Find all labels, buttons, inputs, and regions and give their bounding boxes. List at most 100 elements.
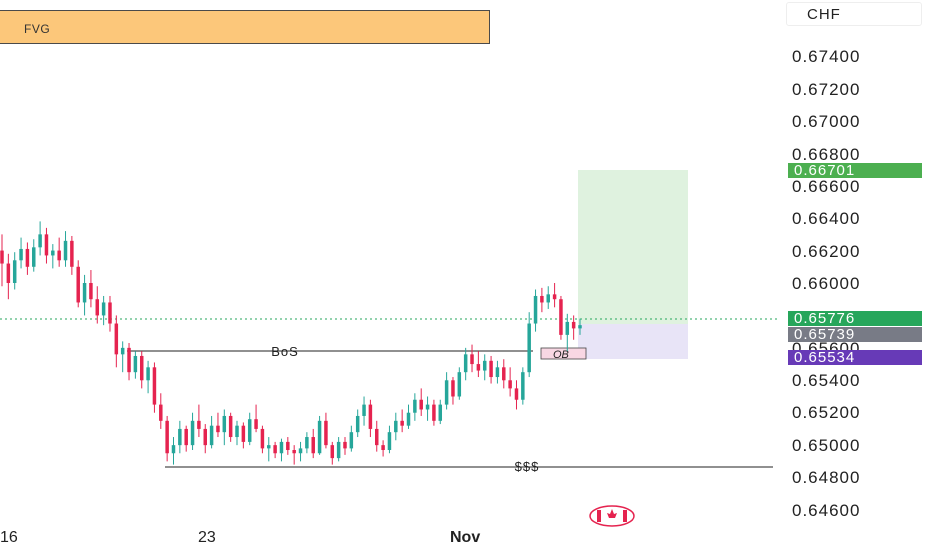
candle-body [51,250,55,256]
candle-body [305,437,309,449]
currency-label[interactable]: CHF [786,2,922,26]
order-block-label: OB [553,349,569,361]
candle-body [533,295,538,324]
candle-body [336,441,341,459]
candle-body [317,420,322,454]
candle-body [362,404,366,416]
price-tick: 0.67000 [792,112,861,131]
candle-body [298,448,303,454]
candle-body [216,425,220,433]
candle-body [146,367,150,381]
fvg-zone: FVG [0,10,490,44]
candle-body [457,372,462,397]
candle-body [463,354,468,373]
candle-body [476,364,481,371]
candle-body [368,404,373,429]
price-tick: 0.66600 [792,177,861,196]
candle-body [101,302,106,316]
candle-body [254,419,258,429]
candle-body [152,367,157,405]
candle-body [178,428,182,446]
candle-body [247,419,252,442]
candle-body [546,294,550,303]
candle-body [406,412,411,426]
candle-body [578,325,582,329]
price-tick: 0.67200 [792,80,861,99]
candle-body [44,234,49,256]
candle-body [241,425,246,442]
price-tick: 0.64600 [792,501,861,520]
candle-body [279,441,284,454]
candle-body [171,445,176,454]
fvg-label: FVG [24,22,51,36]
candle-body [19,248,23,261]
canada-flag-icon[interactable] [589,505,635,527]
candle-body [12,260,17,283]
liquidity-label: $$$ [515,459,540,474]
candle-body [133,355,138,373]
stop-loss-price-tag: 0.65534 [788,350,922,365]
candle-body [235,425,239,438]
price-tick: 0.66200 [792,242,861,261]
candle-body [57,250,61,261]
risk-zone [578,324,688,359]
candle-body [355,415,360,433]
candle-body [127,347,131,373]
candle-body [381,445,385,451]
price-tick: 0.66400 [792,209,861,228]
candle-body [159,404,163,421]
candle-body [190,420,195,446]
candle-body [444,380,449,405]
candle-body [197,420,201,429]
candle-body [95,299,100,316]
candle-body [273,445,277,454]
candle-body [0,250,4,264]
current-price-tag: 0.65776 [788,311,922,326]
candle-body [63,240,68,261]
date-tick: 23 [198,529,216,546]
candle-body [502,367,506,381]
price-tick: 0.65200 [792,403,861,422]
candle-body [432,404,436,421]
candle-body [330,445,335,459]
date-tick: Nov [450,529,481,546]
candle-body [419,399,423,410]
candle-body [260,428,265,449]
candle-body [425,404,430,410]
candle-body [565,321,570,335]
candle-body [400,420,404,426]
candle-body [495,367,500,378]
candle-body [222,415,227,433]
candle-body [438,404,443,421]
candle-body [311,437,315,454]
candle-body [559,299,563,335]
entry-price-tag: 0.65739 [788,327,922,342]
candle-body [451,380,455,397]
candle-body [114,323,119,355]
candle-body [108,302,112,324]
candle-body [38,234,42,248]
candle-body [267,445,271,449]
candle-body [394,420,398,433]
candle-body [470,354,474,365]
candle-body [489,360,493,378]
candle-body [120,347,125,355]
candle-body [387,432,392,451]
candle-body [292,450,296,454]
take-profit-price-tag: 0.66701 [788,163,922,178]
candles-group [0,221,582,465]
candle-body [521,372,525,400]
candle-body [508,380,512,389]
candle-body [165,420,169,454]
candle-body [82,283,87,303]
candle-body [527,323,531,373]
price-tick: 0.66000 [792,274,861,293]
candle-body [76,266,80,303]
candle-body [70,240,74,267]
candle-body [89,283,93,300]
profit-zone [578,170,688,324]
date-tick: 16 [0,529,18,546]
candle-body [209,425,214,446]
order-block-box [540,347,587,360]
